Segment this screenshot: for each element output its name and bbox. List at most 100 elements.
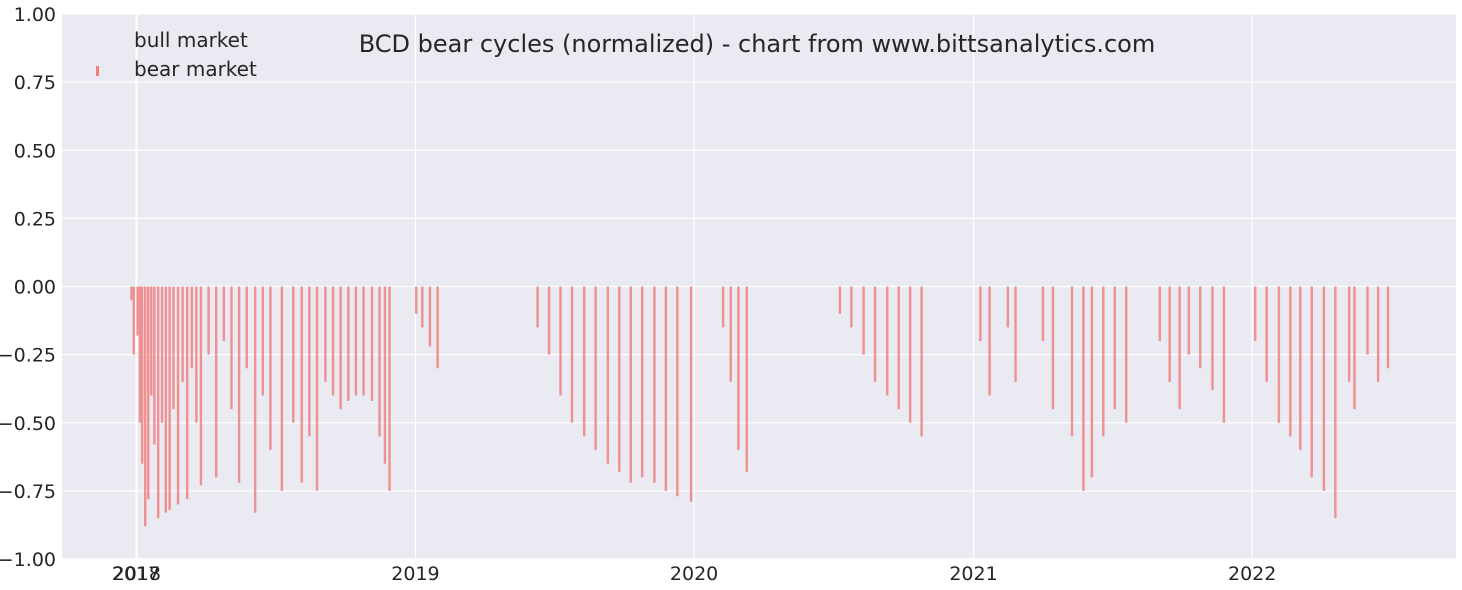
bear-bar (1125, 286, 1128, 423)
y-tick-label-0-25: 0.25 (14, 208, 56, 230)
y-tick-label-0-75: 0.75 (14, 72, 56, 94)
bear-bar (1178, 286, 1181, 410)
y-tick-label-1-00: 1.00 (14, 4, 56, 26)
bear-bar (1014, 286, 1017, 382)
x-tick-label-2019-01-01: 2019 (391, 563, 439, 585)
bear-bar (862, 286, 865, 355)
bear-bar (737, 286, 740, 450)
x-tick-label-2018-01-01: 2018 (113, 563, 161, 585)
bear-bar (897, 286, 900, 410)
bear-bar (245, 286, 248, 369)
bear-bar (160, 286, 164, 423)
bear-bar (308, 286, 311, 437)
bear-bar (1006, 286, 1010, 328)
chart-title: BCD bear cycles (normalized) - chart fro… (359, 30, 1155, 58)
bear-bar (195, 286, 198, 423)
legend-label-bull-market: bull market (134, 28, 248, 52)
bear-bar (979, 286, 982, 341)
bear-bar (186, 286, 189, 500)
bear-bar (547, 286, 551, 355)
bear-bar (850, 286, 853, 328)
bear-bar (269, 286, 272, 450)
bear-bar (1353, 286, 1356, 410)
bear-bar (324, 286, 327, 382)
bear-bar (1222, 286, 1226, 423)
bear-bar (140, 286, 144, 464)
bear-bar (1168, 286, 1171, 382)
legend-swatch-bear-market (96, 66, 99, 76)
bear-bar (1322, 286, 1326, 491)
bear-bar (689, 286, 693, 502)
bear-bar (745, 286, 748, 472)
bear-bar (1265, 286, 1268, 382)
bear-bar (132, 286, 135, 355)
bear-bar (136, 286, 139, 336)
bear-bar (222, 286, 226, 341)
bear-bar (172, 286, 175, 410)
bear-bar (280, 286, 284, 491)
bear-bar (199, 286, 203, 486)
bear-bar (354, 286, 358, 396)
bear-bar (1211, 286, 1214, 391)
x-tick-label-2022-01-01: 2022 (1228, 563, 1276, 585)
bear-bar (207, 286, 210, 355)
bear-bar (1310, 286, 1313, 478)
bear-bar (1051, 286, 1055, 410)
bear-bar (594, 286, 597, 450)
bear-bar (215, 286, 218, 478)
x-tick-label-2020-01-01: 2020 (670, 563, 718, 585)
bear-bar (1187, 286, 1191, 355)
bear-bar (618, 286, 621, 472)
bear-bar (920, 286, 923, 437)
bear-bar (1102, 286, 1105, 437)
bear-bar (664, 286, 668, 491)
bear-bar (331, 286, 335, 396)
bear-bar (168, 286, 171, 510)
bear-bar (164, 286, 168, 513)
bear-bar (606, 286, 610, 464)
bear-bar (181, 286, 184, 382)
bear-bar (144, 286, 147, 527)
bear-bar (1366, 286, 1369, 355)
y-tick-label-minus0-25: −0.25 (0, 345, 56, 367)
x-tick-label-2021-01-01: 2021 (949, 563, 997, 585)
bear-bar (153, 286, 156, 445)
bear-bar (886, 286, 889, 396)
bear-bar (559, 286, 562, 396)
bear-bar (582, 286, 586, 437)
bear-bar (1347, 286, 1351, 382)
bear-bar (1386, 286, 1390, 369)
legend-item-bear-market: bear market (96, 57, 257, 81)
bear-bar (362, 286, 365, 396)
bear-bar (378, 286, 381, 437)
bear-bar (253, 286, 257, 513)
bear-bar (388, 286, 391, 491)
y-tick-label-minus0-75: −0.75 (0, 481, 56, 503)
bear-bar (1082, 286, 1085, 491)
bear-bar (339, 286, 342, 410)
bear-bar (1199, 286, 1202, 369)
bear-bar (436, 286, 439, 369)
y-tick-label-minus1-00: −1.00 (0, 549, 56, 571)
y-tick-label-0-50: 0.50 (14, 140, 56, 162)
bear-bar (370, 286, 374, 401)
bear-bar (676, 286, 679, 497)
bear-bar (570, 286, 574, 423)
bear-bar (640, 286, 644, 478)
y-axis-ticks: 1.00 0.75 0.50 0.25 0.00 −0.25 −0.50 −0.75 −1.00 (0, 4, 56, 571)
bear-bar (1113, 286, 1116, 410)
bear-bar (1277, 286, 1281, 423)
bear-bar (873, 286, 877, 382)
bear-bar (729, 286, 732, 382)
bear-bar (1334, 286, 1337, 519)
bear-bar (300, 286, 303, 483)
bear-bar (138, 286, 142, 423)
bear-bar (130, 286, 133, 301)
bear-bar (315, 286, 319, 491)
bear-bar (1158, 286, 1161, 341)
bear-bar (428, 286, 432, 347)
bear-market-bars (130, 286, 1390, 527)
y-tick-label-0-00: 0.00 (14, 277, 56, 299)
